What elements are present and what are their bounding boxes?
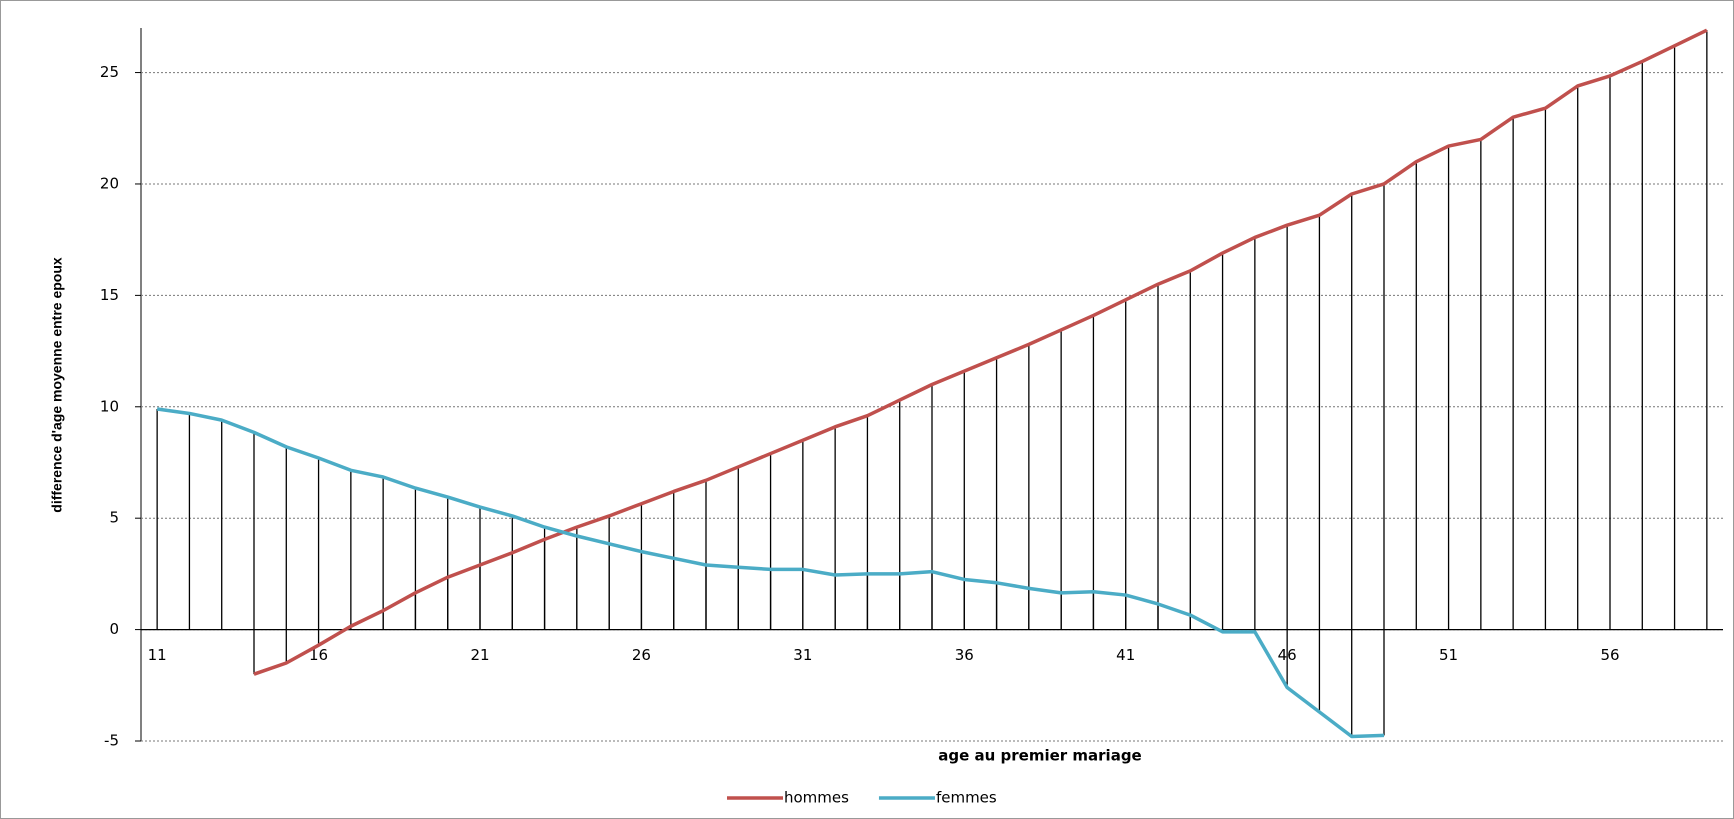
x-tick-label: 51 <box>1439 646 1458 664</box>
x-tick-label: 46 <box>1278 646 1297 664</box>
y-tick-label: 15 <box>100 286 119 304</box>
x-tick-label: 31 <box>793 646 812 664</box>
y-tick-label: -5 <box>104 732 119 750</box>
y-tick-label: 5 <box>109 509 119 527</box>
x-tick-label: 56 <box>1600 646 1619 664</box>
legend-label: femmes <box>936 789 997 807</box>
series-line <box>253 28 1708 676</box>
x-tick-label: 11 <box>148 646 167 664</box>
y-tick-label: 0 <box>109 620 119 638</box>
y-axis-title: difference d'age moyenne entre epoux <box>49 257 65 513</box>
x-tick-label: 41 <box>1116 646 1135 664</box>
x-tick-label: 36 <box>955 646 974 664</box>
x-tick-label: 16 <box>309 646 328 664</box>
x-tick-label: 21 <box>470 646 489 664</box>
y-tick-label: 25 <box>100 63 119 81</box>
x-axis-title: age au premier mariage <box>938 747 1141 765</box>
legend-label: hommes <box>784 789 849 807</box>
y-tick-label: 20 <box>100 174 119 192</box>
y-tick-label: 10 <box>100 397 119 415</box>
x-tick-label: 26 <box>632 646 651 664</box>
series-line <box>156 407 1385 739</box>
